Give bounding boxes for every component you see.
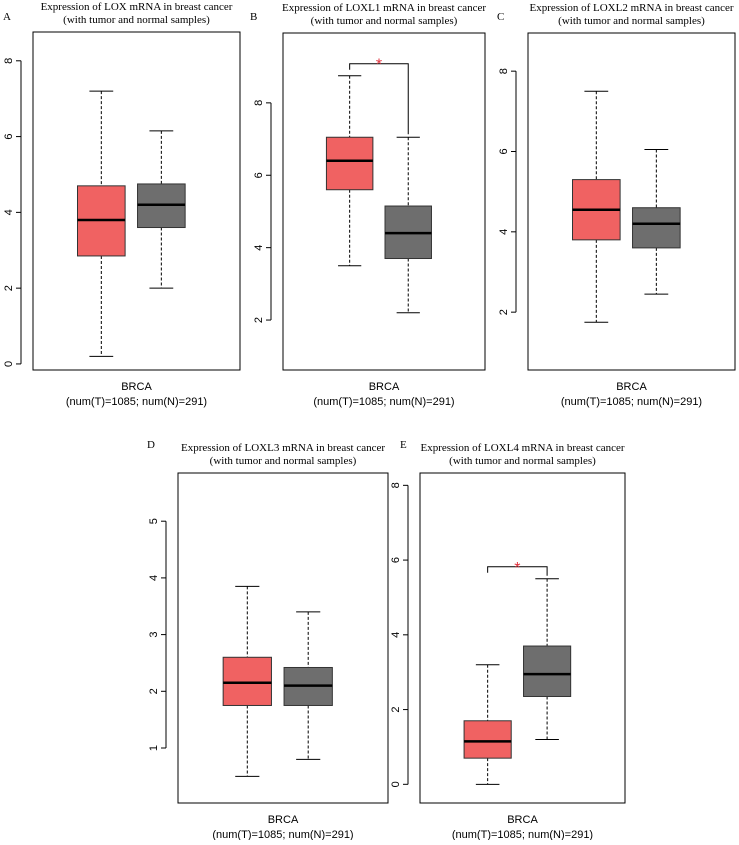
box: [463, 720, 512, 759]
chart-title: Expression of LOXL3 mRNA in breast cance…: [181, 442, 385, 454]
significance-bracket: [349, 63, 409, 135]
chart-title: Expression of LOXL4 mRNA in breast cance…: [420, 442, 624, 454]
chart-subtitle: (with tumor and normal samples): [558, 15, 705, 27]
y-tick-label: 6: [390, 557, 402, 563]
x-label: (num(T)=1085; num(N)=291): [561, 396, 702, 408]
significance-star: *: [376, 57, 382, 74]
y-tick-label: 6: [3, 134, 15, 140]
chart-subtitle: (with tumor and normal samples): [63, 14, 210, 26]
y-tick-label: 5: [148, 518, 160, 524]
x-category: BRCA: [121, 381, 152, 393]
box: [632, 207, 681, 249]
y-tick-label: 4: [3, 209, 15, 215]
x-label: (num(T)=1085; num(N)=291): [313, 396, 454, 408]
panel-letter: B: [250, 11, 257, 23]
plot-frame: [177, 472, 389, 804]
y-tick-label: 4: [253, 245, 265, 251]
panel-letter: D: [147, 439, 155, 451]
y-tick-label: 2: [390, 707, 402, 713]
plot-frame: [419, 472, 626, 804]
y-tick-label: 4: [390, 632, 402, 638]
panel-letter: A: [3, 11, 11, 23]
x-label: (num(T)=1085; num(N)=291): [452, 829, 593, 840]
y-tick-label: 1: [148, 745, 160, 751]
chart-subtitle: (with tumor and normal samples): [311, 15, 458, 27]
panel-letter: E: [400, 439, 407, 451]
chart-title: Expression of LOXL1 mRNA in breast cance…: [282, 2, 486, 14]
y-tick-label: 4: [148, 575, 160, 581]
y-tick-label: 8: [390, 482, 402, 488]
plot-frame: [527, 32, 736, 371]
chart-subtitle: (with tumor and normal samples): [449, 455, 596, 467]
box: [325, 136, 374, 191]
y-tick-label: 6: [253, 172, 265, 178]
significance-star: *: [514, 560, 520, 577]
y-tick-label: 8: [3, 58, 15, 64]
x-category: BRCA: [616, 381, 647, 393]
panel-letter: C: [497, 11, 504, 23]
plot-frame: [32, 31, 241, 371]
x-label: (num(T)=1085; num(N)=291): [212, 829, 353, 840]
significance-bracket: [487, 566, 548, 576]
y-tick-label: 0: [3, 361, 15, 367]
x-label: (num(T)=1085; num(N)=291): [66, 396, 207, 408]
chart-title: Expression of LOXL2 mRNA in breast cance…: [529, 2, 733, 14]
y-tick-label: 2: [498, 309, 510, 315]
y-tick-label: 3: [148, 632, 160, 638]
chart-title: Expression of LOX mRNA in breast cancer: [41, 1, 233, 13]
y-tick-label: 0: [390, 781, 402, 787]
y-tick-label: 4: [498, 229, 510, 235]
box: [523, 645, 572, 697]
chart-subtitle: (with tumor and normal samples): [210, 455, 357, 467]
y-tick-label: 2: [3, 285, 15, 291]
y-tick-label: 2: [148, 688, 160, 694]
x-category: BRCA: [268, 814, 299, 826]
y-tick-label: 8: [498, 68, 510, 74]
y-tick-label: 2: [253, 317, 265, 323]
box: [222, 656, 272, 706]
x-category: BRCA: [507, 814, 538, 826]
plot-frame: [282, 32, 486, 371]
x-category: BRCA: [369, 381, 400, 393]
y-tick-label: 6: [498, 148, 510, 154]
y-tick-label: 8: [253, 100, 265, 106]
